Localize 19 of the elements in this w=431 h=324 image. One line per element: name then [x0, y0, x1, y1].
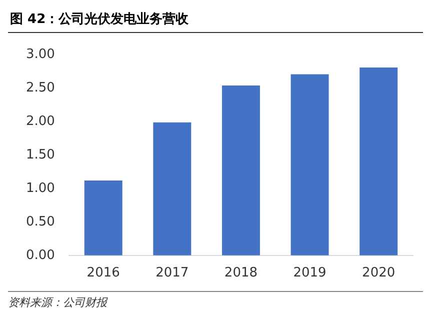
bar	[153, 122, 192, 256]
y-tick-label: 0.00	[26, 248, 55, 263]
bar	[222, 86, 260, 256]
bar	[84, 180, 122, 256]
y-tick-label: 2.50	[26, 80, 55, 96]
y-tick-label: 0.50	[26, 214, 55, 230]
bar	[360, 68, 398, 256]
x-tick-label: 2018	[224, 266, 258, 281]
x-tick-label: 2019	[293, 266, 326, 281]
chart-title: 图 42：公司光伏发电业务营收	[8, 8, 423, 33]
y-tick-label: 1.50	[26, 147, 55, 162]
x-tick-label: 2017	[156, 266, 189, 281]
x-tick-label: 2020	[362, 266, 396, 281]
bar	[290, 74, 329, 256]
y-tick-label: 1.00	[26, 180, 55, 196]
x-tick-label: 2016	[86, 266, 120, 281]
text: 资料来源：公司财报	[8, 291, 423, 310]
y-tick-label: 3.00	[26, 47, 55, 62]
y-tick-label: 2.00	[26, 114, 55, 130]
